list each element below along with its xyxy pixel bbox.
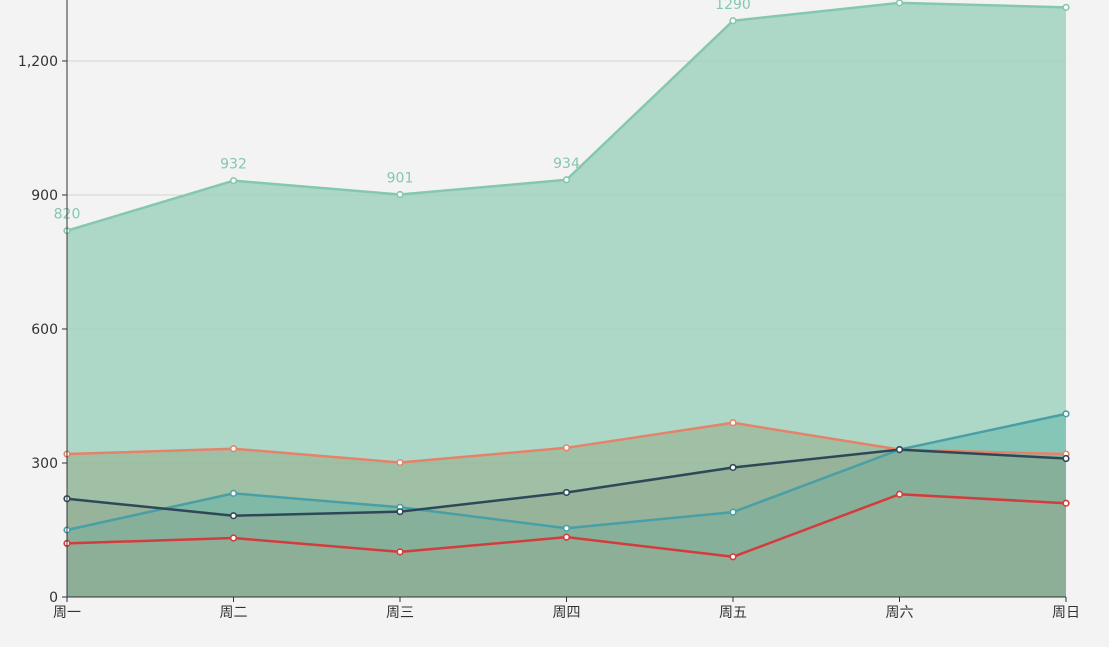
data-label: 901 [387, 171, 414, 187]
point-series-5 [562, 533, 571, 541]
point-series-2 [229, 445, 238, 453]
x-tick-label: 周三 [386, 605, 414, 621]
point-series-1 [729, 17, 737, 25]
point-series-5 [729, 553, 737, 561]
point-series-3 [562, 524, 571, 532]
point-series-3 [729, 508, 737, 516]
x-tick-label: 周六 [886, 605, 914, 621]
point-series-5 [396, 548, 404, 556]
y-tick-label: 300 [31, 456, 58, 472]
point-series-1 [396, 190, 404, 199]
point-series-2 [562, 444, 571, 452]
x-tick-label: 周五 [719, 605, 747, 621]
point-series-1 [1062, 3, 1070, 11]
y-tick-label: 900 [31, 188, 58, 204]
point-series-4 [396, 508, 404, 516]
point-series-1 [895, 0, 904, 7]
point-series-3 [1062, 410, 1070, 418]
point-series-1 [229, 177, 238, 185]
point-series-5 [229, 534, 238, 542]
x-tick-label: 周日 [1052, 605, 1080, 621]
point-series-4 [729, 463, 737, 472]
point-series-5 [1062, 499, 1070, 507]
point-series-1 [562, 176, 571, 184]
series-areas [67, 2, 1066, 598]
point-series-5 [895, 490, 904, 498]
axes: 0 300 600 900 1,200 周一 周二 周三 周四 周五 周六 周日 [18, 0, 1080, 621]
y-tick-label: 0 [49, 590, 58, 606]
point-series-4 [229, 512, 238, 520]
point-series-4 [895, 445, 904, 454]
data-label: 934 [553, 156, 580, 172]
point-series-2 [396, 458, 404, 467]
data-label: 932 [220, 157, 247, 173]
area-series-5 [67, 494, 1066, 597]
point-series-4 [562, 488, 571, 497]
point-series-3 [229, 489, 238, 497]
point-series-4 [1062, 454, 1070, 463]
x-tick-label: 周二 [220, 605, 248, 621]
point-series-2 [729, 419, 737, 427]
x-tick-label: 周四 [553, 605, 581, 621]
x-tick-label: 周一 [53, 605, 81, 621]
y-tick-label: 1,200 [18, 54, 58, 70]
data-label: 1290 [715, 0, 751, 13]
y-tick-label: 600 [31, 322, 58, 338]
